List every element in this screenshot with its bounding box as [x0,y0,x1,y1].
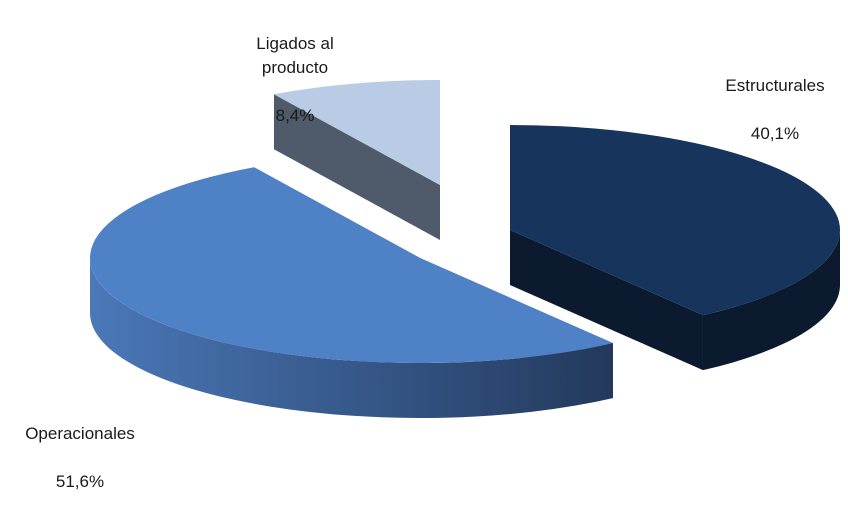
pie-slice-top [90,167,613,363]
slice-label-estructurales: Estructurales 40,1% [700,50,848,170]
slice-percent: 51,6% [55,472,105,491]
pie-slice-side [90,258,613,418]
pie-slice-top [510,125,841,316]
pie-slice-side [702,230,840,371]
pie-slice-wall [510,230,703,371]
slice-label-operacionales: Operacionales 51,6% [0,398,160,518]
slice-name: Estructurales [725,76,825,95]
pie-slice-top [273,80,440,185]
pie-slice-0 [510,125,841,371]
slice-label-ligados: Ligados al producto 8,4% [210,8,380,152]
pie-slice-1 [90,167,613,418]
slice-name: Operacionales [25,424,135,443]
slice-percent: 8,4% [275,106,315,125]
pie-slice-wall [273,94,440,241]
pie-slice-2 [273,80,440,241]
pie-chart [90,80,841,418]
slice-percent: 40,1% [750,124,800,143]
slice-name: Ligados al producto [256,34,334,77]
